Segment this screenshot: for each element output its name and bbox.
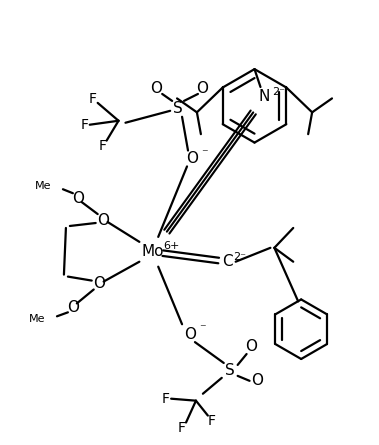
Text: ⁻: ⁻ (200, 323, 206, 336)
Text: F: F (99, 138, 106, 153)
Text: Me: Me (28, 314, 45, 324)
Text: Me: Me (34, 181, 51, 191)
Text: S: S (173, 101, 183, 116)
Text: O: O (97, 213, 109, 227)
Text: O: O (252, 373, 263, 388)
Text: O: O (184, 327, 196, 342)
Text: O: O (186, 151, 198, 166)
Text: F: F (161, 392, 169, 406)
Text: C: C (222, 254, 233, 269)
Text: O: O (67, 300, 79, 315)
Text: O: O (72, 190, 84, 206)
Text: S: S (225, 364, 235, 378)
Text: O: O (246, 339, 258, 354)
Text: O: O (93, 276, 105, 291)
Text: F: F (208, 413, 216, 428)
Text: Mo: Mo (141, 244, 163, 259)
Text: F: F (81, 118, 89, 132)
Text: ⁻: ⁻ (202, 147, 208, 160)
Text: 2⁻: 2⁻ (272, 87, 285, 97)
Text: F: F (178, 421, 186, 436)
Text: O: O (150, 81, 162, 97)
Text: N: N (259, 89, 270, 105)
Text: F: F (89, 92, 97, 106)
Text: O: O (196, 81, 208, 97)
Text: 2⁻: 2⁻ (233, 252, 246, 262)
Text: 6+: 6+ (163, 241, 179, 251)
